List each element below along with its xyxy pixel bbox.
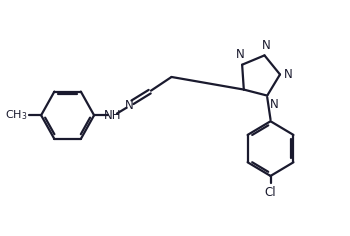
Text: N: N <box>270 98 279 111</box>
Text: N: N <box>236 48 245 61</box>
Text: N: N <box>284 68 293 81</box>
Text: Cl: Cl <box>265 185 277 198</box>
Text: NH: NH <box>104 109 121 122</box>
Text: N: N <box>125 98 134 111</box>
Text: N: N <box>262 39 271 52</box>
Text: CH$_3$: CH$_3$ <box>5 108 27 122</box>
